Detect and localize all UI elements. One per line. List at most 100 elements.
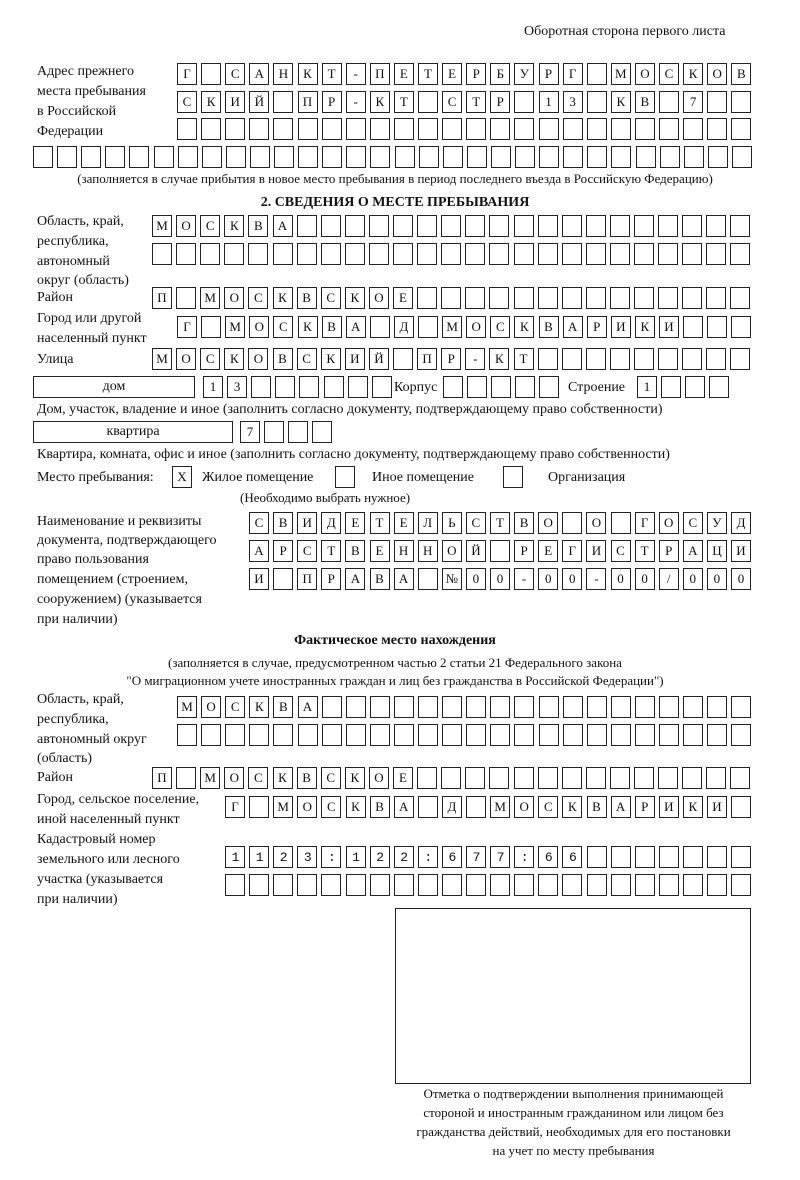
char-cell[interactable]: К — [514, 316, 535, 338]
char-cell[interactable] — [417, 796, 438, 818]
char-cell[interactable] — [609, 287, 630, 309]
char-cell[interactable]: 0 — [562, 568, 583, 590]
char-cell[interactable] — [417, 846, 438, 868]
char-cell[interactable] — [321, 874, 342, 896]
char-cell[interactable] — [417, 243, 438, 265]
char-cell[interactable] — [610, 512, 631, 534]
char-cell[interactable]: Р — [658, 540, 679, 562]
char-cell[interactable]: О — [248, 348, 269, 370]
char-cell[interactable] — [587, 146, 608, 168]
char-cell[interactable] — [707, 118, 728, 140]
char-cell[interactable] — [586, 874, 607, 896]
char-cell[interactable] — [658, 874, 679, 896]
char-cell[interactable]: М — [152, 348, 172, 370]
char-cell[interactable] — [368, 243, 389, 265]
char-cell[interactable] — [296, 215, 317, 237]
char-cell[interactable] — [682, 215, 703, 237]
char-cell[interactable] — [610, 696, 631, 718]
char-cell[interactable] — [537, 243, 558, 265]
char-cell[interactable] — [731, 146, 752, 168]
char-cell[interactable] — [273, 118, 294, 140]
char-cell[interactable]: Т — [369, 512, 390, 534]
char-cell[interactable]: К — [224, 348, 245, 370]
char-cell[interactable]: И — [731, 540, 751, 562]
char-cell[interactable] — [634, 767, 654, 789]
char-cell[interactable]: П — [297, 568, 318, 590]
char-cell[interactable] — [394, 146, 415, 168]
char-cell[interactable]: Т — [634, 540, 655, 562]
char-cell[interactable] — [368, 215, 389, 237]
char-cell[interactable]: К — [489, 348, 510, 370]
char-cell[interactable] — [586, 63, 607, 85]
char-cell[interactable]: С — [200, 215, 221, 237]
char-cell[interactable] — [442, 696, 463, 718]
char-cell[interactable] — [442, 724, 463, 746]
char-cell[interactable] — [441, 846, 462, 868]
char-cell[interactable]: Д — [321, 512, 342, 534]
char-cell[interactable]: О — [249, 316, 270, 338]
char-cell[interactable]: М — [200, 287, 221, 309]
char-cell[interactable] — [537, 348, 558, 370]
char-cell[interactable]: О — [224, 767, 245, 789]
char-cell[interactable]: 1 — [538, 91, 559, 113]
char-cell[interactable] — [561, 243, 582, 265]
char-cell[interactable] — [201, 118, 222, 140]
char-cell[interactable]: Й — [249, 91, 270, 113]
char-cell[interactable]: К — [344, 767, 365, 789]
char-cell[interactable] — [417, 767, 438, 789]
char-cell[interactable] — [323, 376, 344, 398]
char-cell[interactable] — [321, 696, 342, 718]
char-cell[interactable] — [562, 696, 583, 718]
char-cell[interactable] — [585, 348, 606, 370]
char-cell[interactable] — [273, 568, 294, 590]
char-cell[interactable] — [200, 243, 221, 265]
char-cell[interactable]: И — [344, 348, 365, 370]
checkbox-other[interactable] — [335, 466, 355, 488]
char-cell[interactable] — [730, 348, 751, 370]
char-cell[interactable] — [683, 118, 704, 140]
char-cell[interactable] — [441, 243, 462, 265]
char-cell[interactable] — [731, 91, 752, 113]
char-cell[interactable]: Р — [321, 568, 342, 590]
char-cell[interactable] — [153, 146, 174, 168]
char-cell[interactable] — [609, 348, 630, 370]
char-cell[interactable] — [731, 874, 752, 896]
char-cell[interactable] — [515, 376, 536, 398]
char-cell[interactable] — [635, 146, 656, 168]
char-cell[interactable]: В — [321, 316, 342, 338]
char-cell[interactable] — [251, 376, 272, 398]
char-cell[interactable] — [274, 146, 294, 168]
flat-type-field[interactable]: квартира — [33, 421, 233, 443]
char-cell[interactable] — [177, 724, 197, 746]
char-cell[interactable]: В — [272, 348, 293, 370]
char-cell[interactable] — [418, 696, 438, 718]
char-cell[interactable]: С — [249, 512, 269, 534]
char-cell[interactable] — [465, 215, 486, 237]
char-cell[interactable] — [201, 63, 222, 85]
char-cell[interactable] — [490, 146, 511, 168]
char-cell[interactable]: В — [296, 767, 317, 789]
char-cell[interactable]: М — [610, 63, 631, 85]
char-cell[interactable] — [249, 874, 270, 896]
char-cell[interactable]: М — [152, 215, 172, 237]
char-cell[interactable]: 3 — [562, 91, 583, 113]
char-cell[interactable] — [249, 724, 270, 746]
char-cell[interactable]: 0 — [465, 568, 486, 590]
char-cell[interactable] — [320, 215, 341, 237]
char-cell[interactable] — [418, 316, 438, 338]
char-cell[interactable]: М — [200, 767, 221, 789]
char-cell[interactable]: Р — [538, 63, 559, 85]
char-cell[interactable]: А — [393, 796, 414, 818]
char-cell[interactable]: Г — [562, 540, 583, 562]
char-cell[interactable]: И — [225, 91, 246, 113]
char-cell[interactable] — [393, 348, 413, 370]
char-cell[interactable] — [465, 767, 486, 789]
char-cell[interactable]: О — [658, 512, 679, 534]
char-cell[interactable] — [393, 696, 414, 718]
char-cell[interactable]: В — [634, 91, 655, 113]
char-cell[interactable]: И — [297, 512, 318, 534]
char-cell[interactable]: К — [682, 796, 703, 818]
char-cell[interactable] — [345, 118, 366, 140]
char-cell[interactable] — [273, 846, 294, 868]
char-cell[interactable]: Б — [490, 63, 511, 85]
